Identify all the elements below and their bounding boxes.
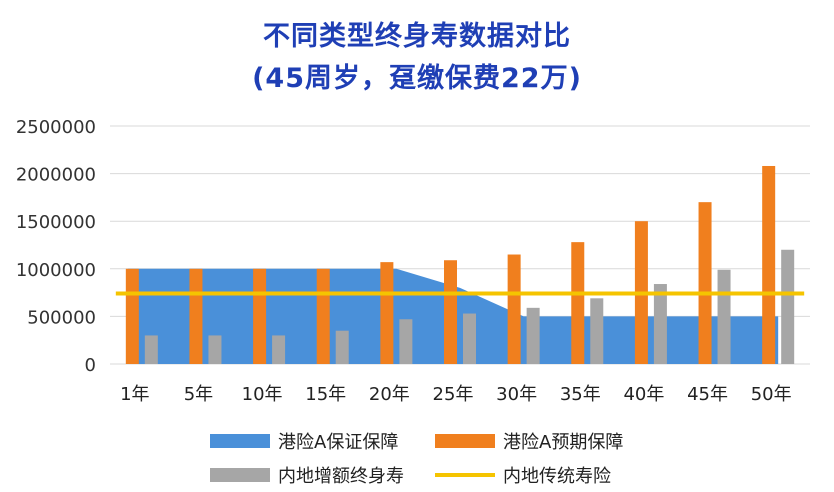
x-tick-label: 20年 — [369, 384, 410, 405]
bar-mainland-increasing — [335, 330, 349, 364]
x-tick-label: 5年 — [184, 384, 213, 405]
bar-expected — [507, 254, 521, 364]
legend-item-series-0: 港险A保证保障 — [210, 428, 398, 454]
legend-swatch-bar — [435, 434, 495, 448]
bar-mainland-increasing — [399, 319, 413, 364]
bar-mainland-increasing — [463, 313, 476, 364]
bar-expected — [189, 268, 203, 364]
legend-item-series-3: 内地传统寿险 — [435, 462, 611, 488]
x-tick-label: 15年 — [305, 384, 346, 405]
x-tick-label: 50年 — [751, 384, 792, 405]
legend-label: 港险A预期保障 — [503, 432, 624, 453]
legend-swatch-line — [435, 473, 495, 477]
y-tick-label: 2000000 — [16, 165, 96, 186]
legend-label: 港险A保证保障 — [278, 432, 399, 453]
chart-plot: 0 500000 1000000 1500000 2000000 2500000 1年 5年 1… — [16, 117, 810, 405]
bar-mainland-increasing — [208, 335, 222, 364]
bar-mainland-increasing — [653, 284, 667, 364]
bar-expected — [698, 202, 712, 364]
bar-expected — [571, 242, 585, 364]
bar-expected — [316, 268, 330, 364]
y-tick-label: 0 — [85, 355, 96, 376]
chart-legend: 港险A保证保障 港险A预期保障 内地增额终身寿 内地传统寿险 — [0, 428, 834, 492]
x-tick-label: 1年 — [120, 384, 149, 405]
y-tick-label: 1000000 — [16, 260, 96, 281]
bar-expected — [125, 268, 139, 364]
legend-label: 内地传统寿险 — [503, 466, 611, 487]
bar-mainland-increasing — [144, 335, 158, 364]
legend-swatch-bar — [210, 468, 270, 482]
bar-mainland-increasing — [526, 307, 540, 364]
bar-mainland-increasing — [272, 335, 286, 364]
bar-expected — [444, 260, 457, 364]
x-tick-label: 40年 — [623, 384, 664, 405]
y-tick-label: 1500000 — [16, 212, 96, 233]
legend-item-series-1: 港险A预期保障 — [435, 428, 623, 454]
x-tick-label: 45年 — [687, 384, 728, 405]
chart-subtitle: (45周岁，趸缴保费22万) — [252, 63, 582, 94]
x-tick-label: 10年 — [242, 384, 283, 405]
x-tick-label: 35年 — [560, 384, 601, 405]
bar-expected — [380, 262, 394, 364]
bar-mainland-increasing — [590, 298, 604, 364]
bar-mainland-increasing — [717, 269, 731, 364]
legend-swatch-area — [210, 434, 270, 448]
legend-label: 内地增额终身寿 — [278, 466, 404, 487]
legend-item-series-2: 内地增额终身寿 — [210, 462, 404, 488]
bar-expected — [762, 165, 776, 364]
bar-expected — [253, 268, 267, 364]
bar-mainland-increasing — [781, 249, 795, 364]
chart-title: 不同类型终身寿数据对比 — [263, 21, 571, 52]
y-tick-label: 500000 — [27, 307, 96, 328]
x-tick-label: 30年 — [496, 384, 537, 405]
x-tick-label: 25年 — [433, 384, 474, 405]
y-tick-label: 2500000 — [16, 117, 96, 138]
